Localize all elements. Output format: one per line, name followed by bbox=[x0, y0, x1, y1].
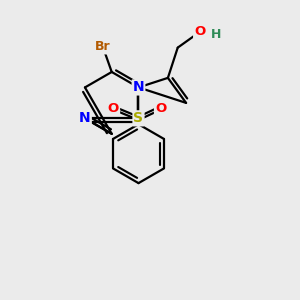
Text: O: O bbox=[108, 101, 119, 115]
Text: O: O bbox=[155, 101, 166, 115]
Text: O: O bbox=[194, 26, 205, 38]
Text: N: N bbox=[133, 80, 144, 94]
Text: N: N bbox=[79, 111, 91, 125]
Text: Br: Br bbox=[95, 40, 111, 53]
Text: S: S bbox=[134, 111, 143, 125]
Text: H: H bbox=[211, 28, 221, 41]
